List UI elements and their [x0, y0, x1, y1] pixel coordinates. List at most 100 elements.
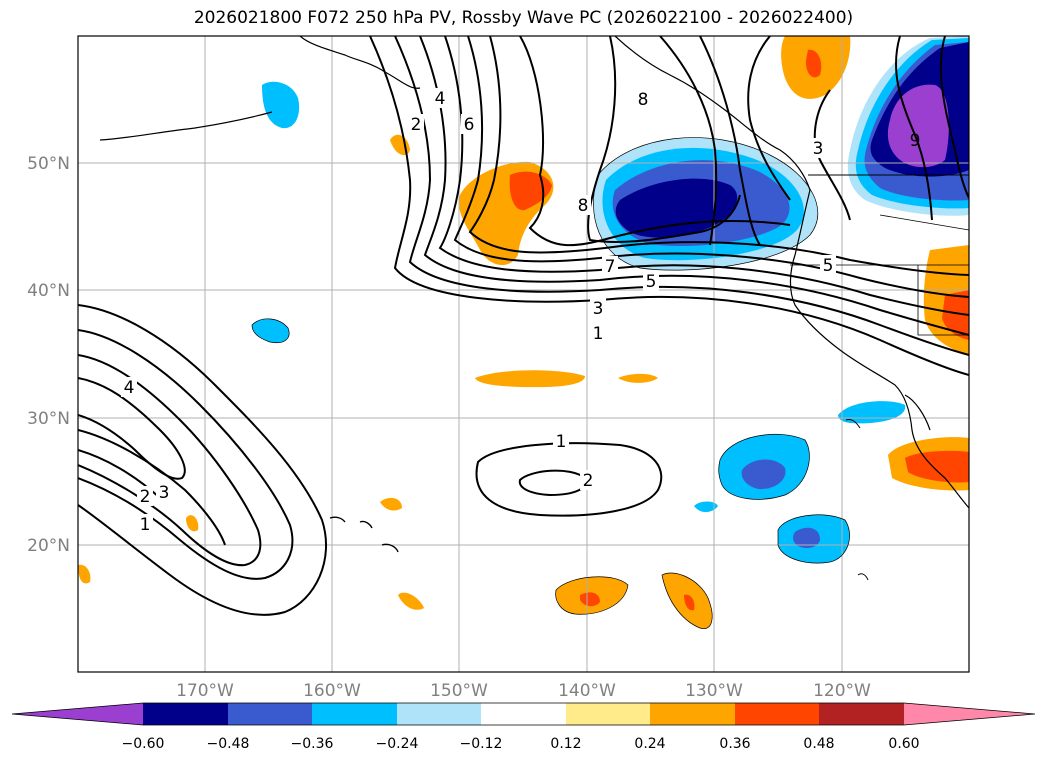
pv-contour-11 [747, 36, 791, 201]
pos-region-small-3 [380, 497, 402, 511]
pv-contour-9 [659, 36, 718, 246]
contour-label: 7 [605, 257, 616, 277]
colorbar-tick-label: 0.36 [719, 736, 750, 752]
colorbar-swatch [819, 703, 905, 725]
map-background [78, 36, 969, 672]
map-frame [77, 35, 970, 673]
chart-title: 2026021800 F072 250 hPa PV, Rossby Wave … [193, 8, 854, 28]
shading-outlines [251, 137, 850, 630]
longitude-axis: 170°W 160°W 150°W 140°W 130°W 120°W [176, 681, 871, 701]
baja-peninsula [904, 394, 931, 431]
state-border-1 [879, 214, 969, 231]
pv-contour-3 [419, 36, 969, 336]
pos-region-south-1-l2 [580, 592, 600, 607]
colorbar-tick-label: 0.12 [550, 736, 581, 752]
pos-region-nw-canada-l2 [805, 49, 822, 78]
pv-contour-closed-1 [475, 442, 663, 517]
lon-label-150w: 150°W [430, 681, 488, 701]
colorbar-tick-label: 0.60 [888, 736, 919, 752]
pos-region-south-2-l2 [684, 594, 695, 611]
colorbar-swatch [481, 703, 567, 725]
colorbar-swatch [650, 703, 736, 725]
contour-label: 4 [124, 378, 135, 398]
pv-contour-sw-3 [78, 354, 262, 567]
colorbar-outline [11, 702, 1036, 726]
colorbar-swatch [566, 703, 652, 725]
colorbar-swatch [735, 703, 821, 725]
contour-label: 1 [593, 324, 604, 344]
neg-region-sub-1-l2 [741, 459, 786, 490]
pos-region-streak-2 [618, 373, 658, 383]
contour-label: 1 [140, 515, 151, 535]
graticule [78, 36, 969, 672]
colorbar-tick-label: 0.48 [803, 736, 834, 752]
colorbar-tick-label: 0.24 [634, 736, 665, 752]
contour-label: 2 [411, 115, 422, 135]
lon-label-140w: 140°W [558, 681, 616, 701]
contour-label: 3 [813, 139, 824, 159]
lon-label-160w: 160°W [303, 681, 361, 701]
hawaii-islands [329, 516, 399, 553]
bc-coast [614, 36, 811, 191]
pos-region-small-2 [186, 515, 199, 532]
pos-region-streak [475, 370, 585, 388]
contour-label: 8 [638, 90, 649, 110]
contour-label: 5 [646, 272, 657, 292]
pv-contour-sw-2 [78, 329, 294, 580]
neg-region-gulf-l4 [615, 178, 738, 238]
pv-contour-sw-4 [78, 377, 186, 480]
contour-label: 9 [910, 131, 921, 151]
coastlines [99, 36, 969, 581]
contour-label: 2 [583, 471, 594, 491]
contour-label: 1 [556, 432, 567, 452]
pv-contour-5 [453, 36, 969, 298]
neg-region-small-1 [252, 318, 290, 343]
pv-contours [78, 36, 969, 616]
lat-label-20n: 20°N [27, 536, 70, 556]
alaska-coast [299, 36, 421, 89]
contour-label: 4 [435, 89, 446, 109]
us-west-coast [789, 189, 969, 509]
pv-contour-sw-5 [78, 429, 226, 546]
colorbar-tick-label: −0.24 [376, 736, 419, 752]
pv-contour-7 [519, 36, 791, 247]
small-islands [845, 419, 869, 581]
pv-contour-1 [369, 36, 969, 376]
state-border-3 [917, 265, 969, 336]
colorbar-tick-label: −0.60 [122, 736, 165, 752]
contour-label: 3 [159, 483, 170, 503]
pv-contour-4 [438, 36, 969, 316]
contour-label: 3 [593, 299, 604, 319]
aleutian-chain [99, 111, 273, 141]
pos-region-small-4 [398, 592, 424, 610]
colorbar-tick-label: −0.48 [207, 736, 250, 752]
pv-contour-10 [699, 36, 761, 246]
pv-contour-2 [394, 36, 969, 356]
neg-region-aleutian [262, 81, 300, 129]
colorbar-tick-label: −0.12 [460, 736, 503, 752]
colorbar-swatch [228, 703, 314, 725]
colorbar-extend-min [12, 703, 143, 725]
colorbar-swatch [397, 703, 483, 725]
lon-label-120w: 120°W [813, 681, 871, 701]
pos-region-small-5 [78, 564, 91, 584]
pos-region-baja-l2 [905, 450, 969, 483]
lat-label-30n: 30°N [27, 409, 70, 429]
pv-contour-13 [894, 36, 933, 221]
lat-label-50n: 50°N [27, 154, 70, 174]
lon-label-170w: 170°W [176, 681, 234, 701]
latitude-axis: 50°N 40°N 30°N 20°N [27, 154, 70, 556]
colorbar-swatch [312, 703, 398, 725]
colorbar: −0.60 −0.48 −0.36 −0.24 −0.12 0.12 0.24 … [11, 702, 1036, 752]
neg-region-small-3 [694, 501, 718, 513]
pv-contour-8 [587, 36, 741, 244]
colorbar-tick-label: −0.36 [291, 736, 334, 752]
pv-contour-sw-1 [78, 304, 327, 616]
pv-contour-14 [939, 36, 969, 199]
contour-label: 8 [578, 196, 589, 216]
pos-region-west-coast-l2 [942, 290, 969, 340]
contour-label: 2 [140, 487, 151, 507]
contour-label: 5 [823, 256, 834, 276]
lat-label-40n: 40°N [27, 281, 70, 301]
